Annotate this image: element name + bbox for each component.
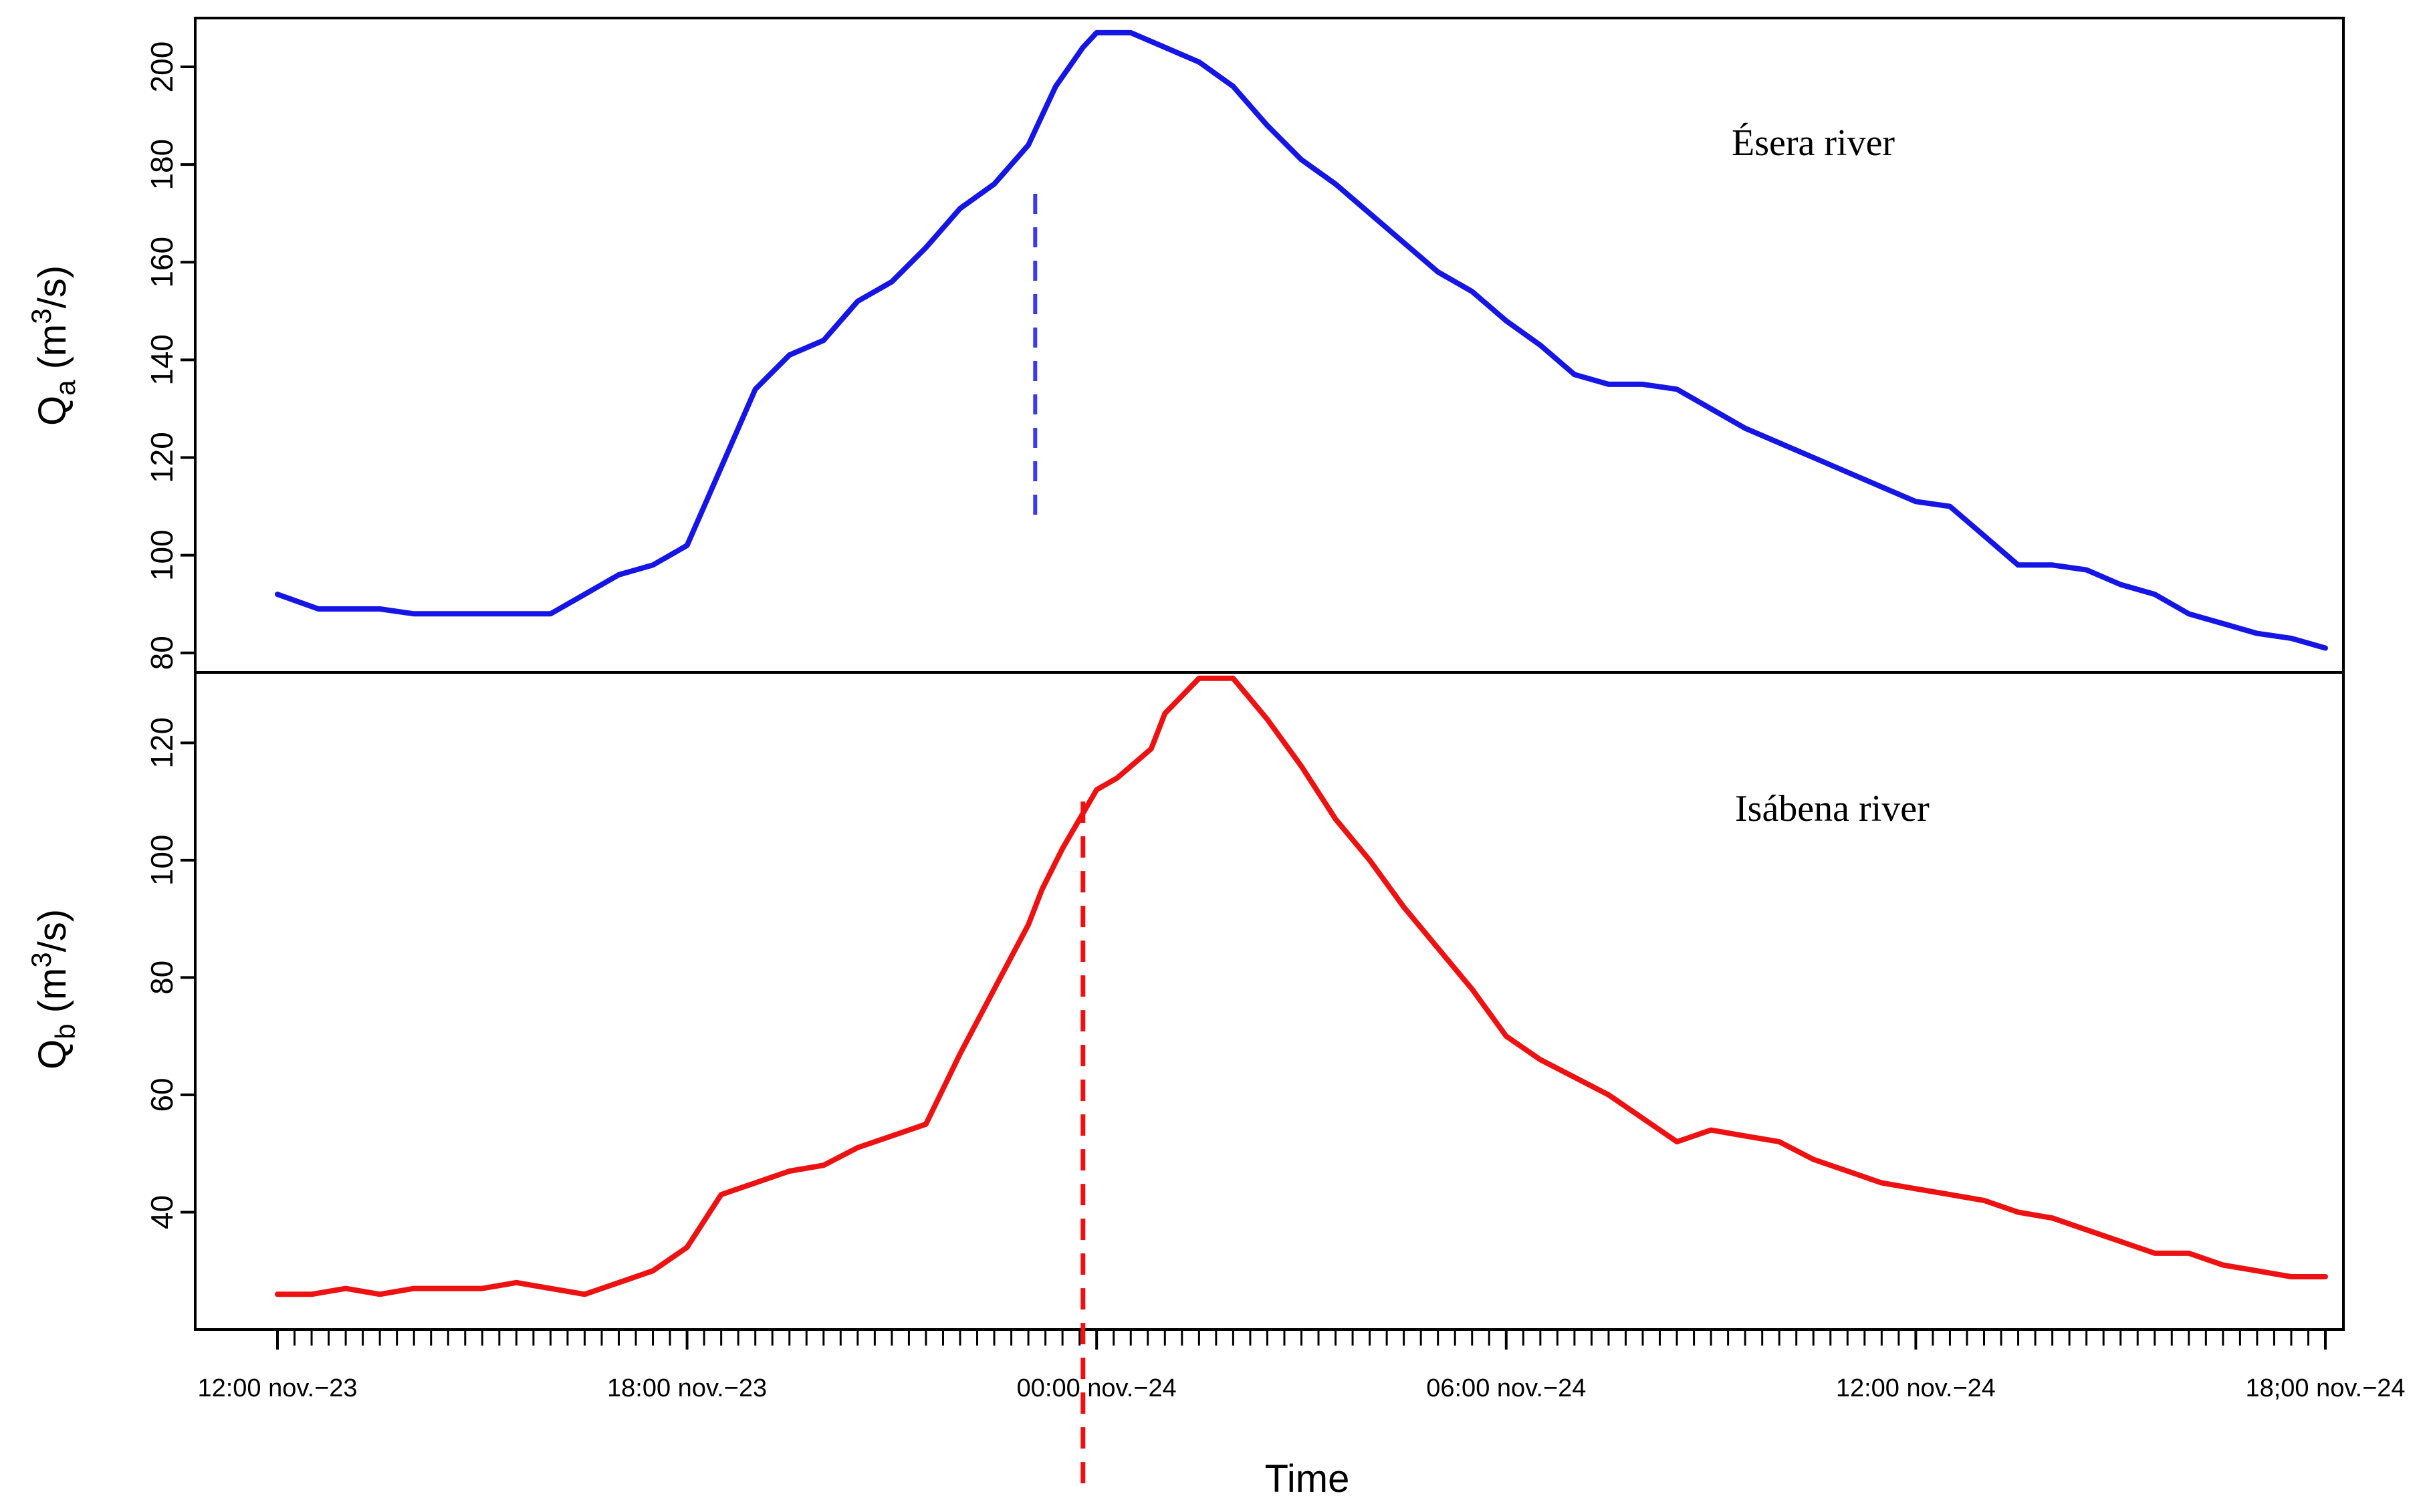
esera-y-axis: 80 100 120 140 160 180 200 — [144, 41, 195, 670]
isabena-y-tick-label: 60 — [144, 1078, 179, 1112]
isabena-ylabel-unit-close: /s) — [31, 909, 74, 952]
x-axis-title: Time — [1265, 1457, 1350, 1501]
esera-ylabel-unit-sup: 3 — [25, 308, 57, 324]
isabena-ylabel-unit-sup: 3 — [25, 952, 57, 967]
isabena-y-tick-label: 40 — [144, 1195, 179, 1229]
esera-y-tick-label: 200 — [144, 41, 179, 93]
x-tick-label: 18;00 nov.−24 — [2245, 1374, 2405, 1402]
isabena-y-tick-label: 120 — [144, 717, 179, 769]
esera-river-label: Ésera river — [1732, 122, 1895, 164]
esera-y-tick-label: 100 — [144, 529, 179, 581]
esera-ylabel-main: Q — [31, 396, 74, 426]
x-tick-label: 06:00 nov.−24 — [1426, 1374, 1586, 1402]
esera-y-axis-title: Qa (m3/s) — [25, 265, 81, 426]
esera-ylabel-sub: a — [49, 380, 81, 396]
x-tick-label: 12:00 nov.−24 — [1836, 1374, 1996, 1402]
isabena-discharge-line — [275, 675, 2328, 1297]
x-tick-label: 12:00 nov.−23 — [197, 1374, 357, 1402]
isabena-y-axis: 40 60 80 100 120 — [144, 717, 195, 1229]
esera-y-tick-label: 140 — [144, 334, 179, 386]
esera-y-tick-label: 180 — [144, 139, 179, 191]
time-x-axis: 12:00 nov.−23 18:00 nov.−23 00:00 nov.−24 0… — [197, 1328, 2406, 1402]
x-tick-label: 18:00 nov.−23 — [607, 1374, 767, 1402]
isabena-river-label: Isábena river — [1735, 788, 1930, 830]
isabena-y-tick-label: 100 — [144, 834, 179, 886]
isabena-ylabel-unit-open: (m — [31, 968, 74, 1024]
isabena-ylabel-sub: b — [49, 1024, 81, 1039]
esera-ylabel-unit-open: (m — [31, 324, 74, 380]
esera-ylabel-unit-close: /s) — [31, 265, 74, 308]
esera-y-tick-label: 120 — [144, 432, 179, 483]
x-tick-label: 00:00 nov.−24 — [1017, 1374, 1177, 1402]
esera-discharge-line — [275, 29, 2328, 651]
isabena-y-tick-label: 80 — [144, 961, 179, 995]
isabena-y-axis-title: Qb (m3/s) — [25, 909, 81, 1069]
isabena-ylabel-main: Q — [31, 1039, 74, 1069]
esera-y-tick-label: 160 — [144, 237, 179, 288]
esera-y-tick-label: 80 — [144, 636, 179, 670]
